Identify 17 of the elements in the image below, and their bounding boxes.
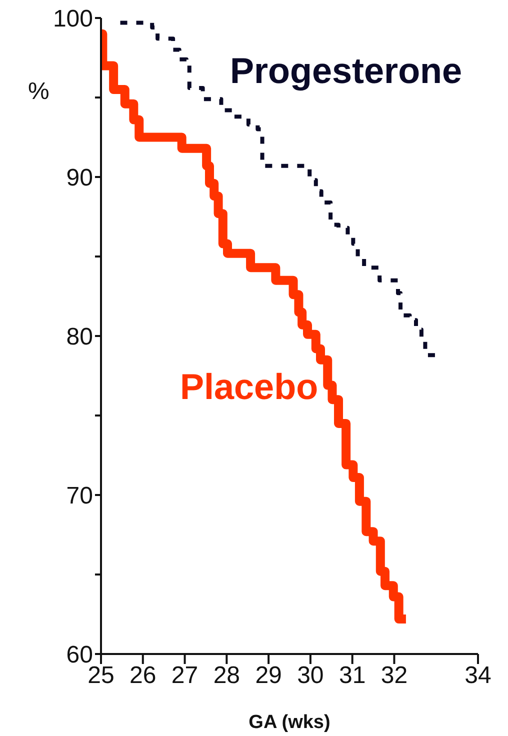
y-tick-label: 100 <box>52 6 93 33</box>
y-axis-title: % <box>28 78 50 106</box>
y-tick-label: 90 <box>66 164 93 192</box>
x-axis-title: GA (wks) <box>248 712 330 733</box>
x-tick-label: 30 <box>297 662 324 690</box>
x-tick-label: 25 <box>88 662 114 690</box>
x-tick-label: 34 <box>464 662 492 690</box>
series-label: Placebo <box>180 366 318 408</box>
x-tick-label: 29 <box>255 662 282 690</box>
x-tick-label: 27 <box>171 662 198 690</box>
x-tick-label: 32 <box>380 662 408 690</box>
x-tick-label: 26 <box>130 662 156 690</box>
y-tick-label: 70 <box>66 482 93 510</box>
x-tick-label: 28 <box>213 662 240 690</box>
y-tick-label: 80 <box>66 324 93 351</box>
series-label: Progesterone <box>230 50 462 92</box>
x-tick-label: 31 <box>338 662 366 690</box>
